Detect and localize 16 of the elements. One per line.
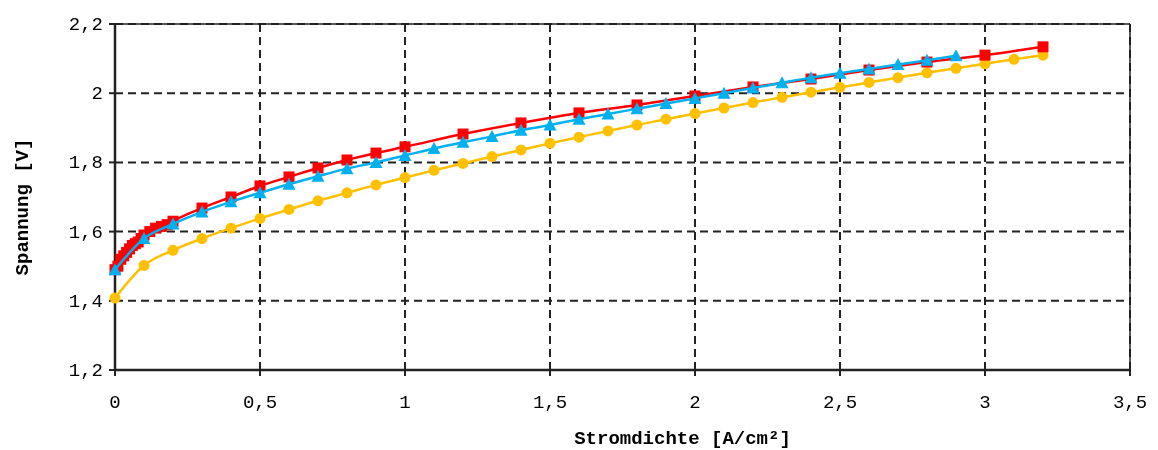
y-tick-label: 2 [91,83,103,106]
x-tick-label: 0 [109,392,121,414]
y-tick-label: 1,8 [68,152,103,175]
x-tick-label: 1 [399,392,411,414]
y-tick-label: 1,4 [68,290,103,313]
x-tick-label: 0,5 [242,392,278,414]
x-tick-label: 3 [979,392,991,414]
y-tick-label: 1,6 [68,221,103,244]
y-axis-title: Spannung [V] [12,138,34,276]
y-tick-label: 1,2 [68,360,103,382]
y-tick-label: 2,2 [68,14,103,36]
x-axis-title: Stromdichte [A/cm²] [574,428,791,450]
x-tick-label: 1,5 [532,392,568,414]
x-tick-label: 2,5 [822,392,858,414]
x-tick-label: 2 [689,392,701,414]
x-tick-label: 3,5 [1112,392,1148,414]
